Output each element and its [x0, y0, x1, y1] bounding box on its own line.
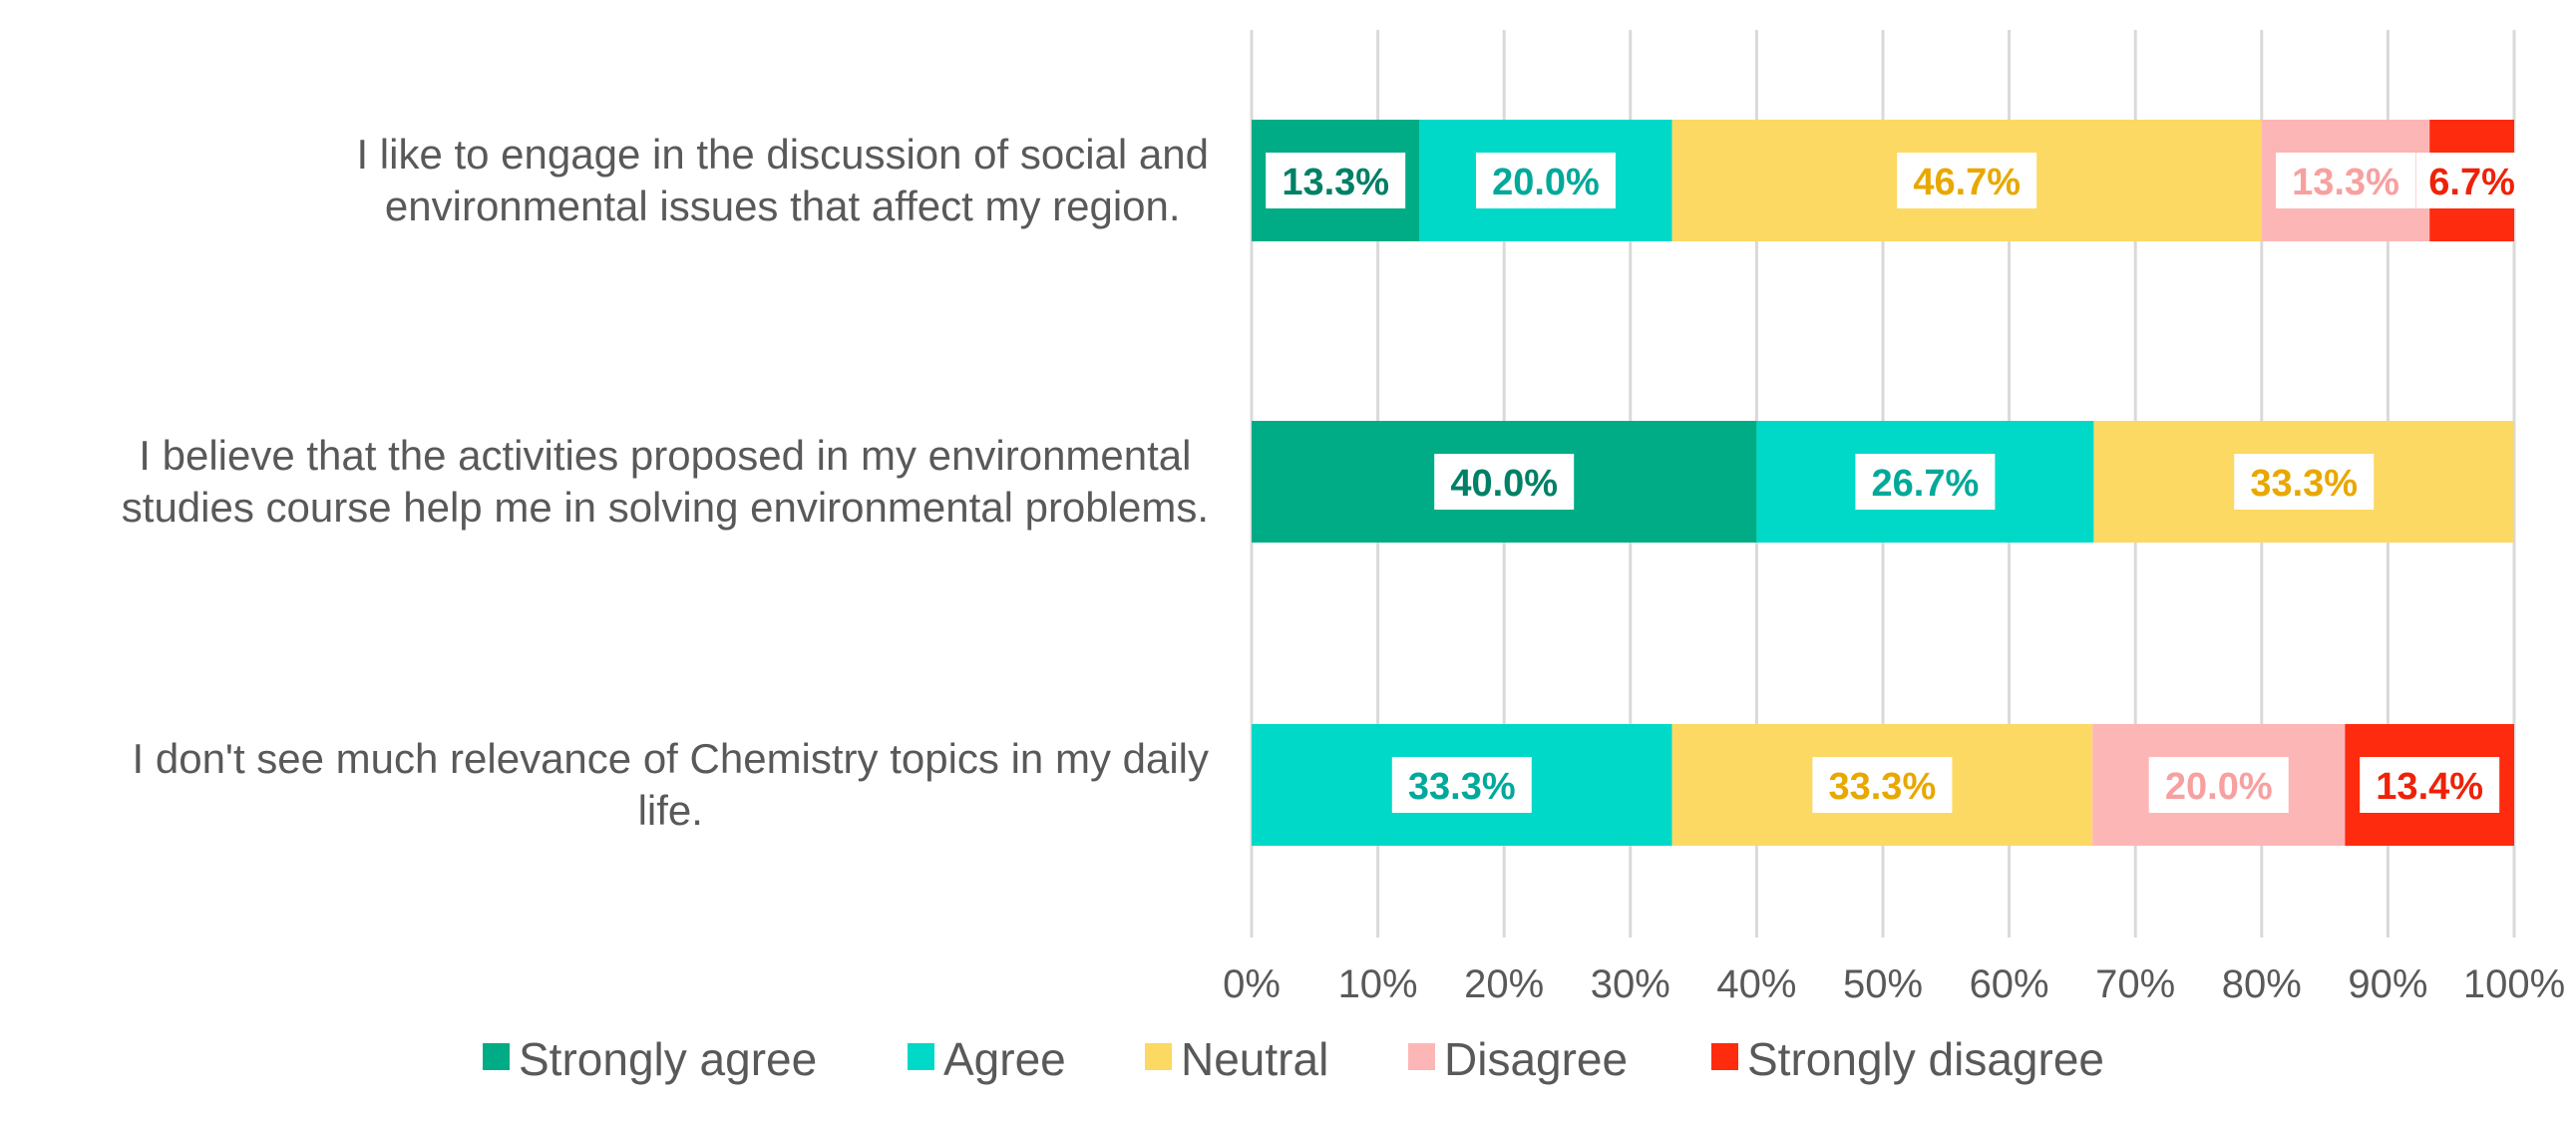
data-label: 40.0% — [1450, 463, 1558, 505]
legend-swatch — [908, 1043, 934, 1070]
x-tick-label: 20% — [1464, 962, 1544, 1006]
legend: Strongly agree Agree Neutral Disagree Strong… — [483, 1033, 2104, 1085]
data-label-box — [1855, 454, 1996, 510]
x-tick-label: 100% — [2463, 962, 2565, 1006]
x-tick-label: 0% — [1223, 962, 1281, 1006]
data-label: 33.3% — [1828, 766, 1936, 808]
legend-swatch — [483, 1043, 510, 1070]
x-tick-label: 10% — [1338, 962, 1418, 1006]
category-label-line: life. — [638, 787, 703, 834]
legend-label: Disagree — [1444, 1033, 1628, 1085]
data-label-box — [1475, 153, 1616, 208]
category-label-line: environmental issues that affect my regi… — [385, 183, 1181, 229]
data-label: 46.7% — [1913, 162, 2021, 203]
category-label: I don't see much relevance of Chemistry … — [133, 735, 1209, 834]
legend-swatch — [1145, 1043, 1172, 1070]
x-tick-label: 90% — [2348, 962, 2427, 1006]
data-label-box — [2275, 153, 2415, 208]
legend-swatch — [1711, 1043, 1738, 1070]
data-label-box — [2360, 757, 2500, 813]
data-label-box — [1266, 153, 1406, 208]
x-tick-label: 70% — [2095, 962, 2175, 1006]
category-label-line: I don't see much relevance of Chemistry … — [133, 735, 1209, 782]
category-label: I like to engage in the discussion of so… — [356, 131, 1209, 229]
data-label: 33.3% — [1408, 766, 1516, 808]
data-labels: 13.3% 20.0% 46.7% 13.3% 6.7% 40.0% 26.7% 33.3% 3… — [1266, 153, 2528, 813]
data-label: 13.3% — [1282, 162, 1389, 203]
legend-label: Neutral — [1181, 1033, 1328, 1085]
category-label-line: studies course help me in solving enviro… — [122, 484, 1209, 531]
category-label: I believe that the activities proposed i… — [122, 432, 1209, 531]
legend-label: Strongly disagree — [1747, 1033, 2104, 1085]
data-label: 33.3% — [2250, 463, 2358, 505]
data-label-box — [2148, 757, 2289, 813]
data-label-box — [1434, 454, 1575, 510]
data-label-box — [1391, 757, 1532, 813]
data-label: 13.3% — [2292, 162, 2399, 203]
data-label: 20.0% — [1492, 162, 1600, 203]
data-label: 13.4% — [2376, 766, 2483, 808]
x-tick-label: 60% — [1970, 962, 2049, 1006]
legend-label: Strongly agree — [519, 1033, 817, 1085]
category-label-line: I like to engage in the discussion of so… — [356, 131, 1209, 178]
x-tick-label: 40% — [1716, 962, 1796, 1006]
legend-label: Agree — [943, 1033, 1066, 1085]
category-label-line: I believe that the activities proposed i… — [139, 432, 1191, 479]
x-tick-label: 80% — [2222, 962, 2302, 1006]
data-label: 20.0% — [2165, 766, 2273, 808]
data-label: 6.7% — [2428, 162, 2515, 203]
category-labels: I like to engage in the discussion of so… — [122, 131, 1209, 834]
x-tick-label: 50% — [1843, 962, 1923, 1006]
data-label-box — [1897, 153, 2037, 208]
x-tick-label: 30% — [1591, 962, 1670, 1006]
data-label-box — [1812, 757, 1953, 813]
data-label: 26.7% — [1872, 463, 1980, 505]
data-label-box — [2234, 454, 2375, 510]
data-label-box — [2415, 153, 2528, 208]
x-axis-tick-labels: 0% 10% 20% 30% 40% 50% 60% 70% 80% 90% 100% — [1223, 962, 2565, 1006]
legend-swatch — [1408, 1043, 1435, 1070]
